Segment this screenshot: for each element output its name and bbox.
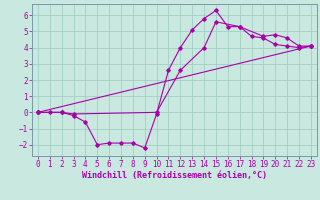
X-axis label: Windchill (Refroidissement éolien,°C): Windchill (Refroidissement éolien,°C) [82,171,267,180]
